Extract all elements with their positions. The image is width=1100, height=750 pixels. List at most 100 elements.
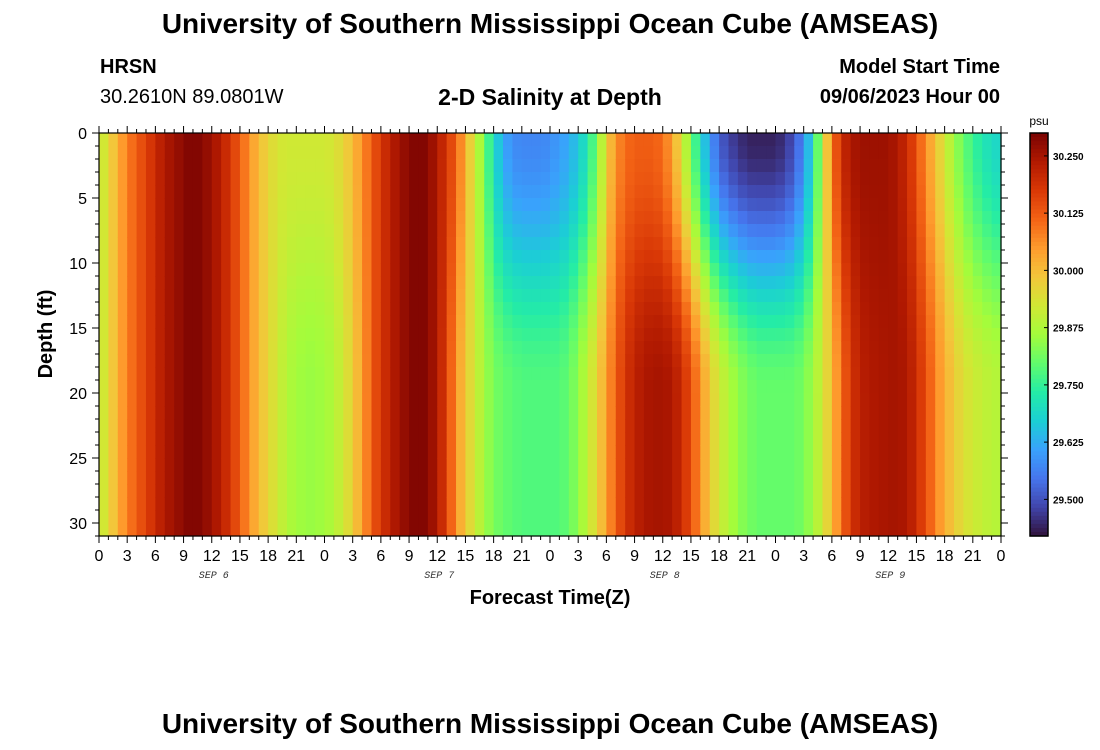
heatmap-cell bbox=[690, 302, 701, 316]
heatmap-cell bbox=[380, 211, 391, 225]
heatmap-cell bbox=[831, 523, 842, 537]
colorbar-segment bbox=[1030, 278, 1048, 283]
heatmap-cell bbox=[418, 146, 429, 160]
heatmap-cell bbox=[324, 341, 335, 355]
heatmap-cell bbox=[634, 289, 645, 303]
heatmap-cell bbox=[982, 276, 993, 290]
heatmap-cell bbox=[503, 159, 514, 173]
heatmap-cell bbox=[672, 315, 683, 329]
heatmap-cell bbox=[305, 367, 316, 381]
heatmap-cell bbox=[803, 172, 814, 186]
heatmap-cell bbox=[653, 315, 664, 329]
heatmap-cell bbox=[99, 484, 109, 498]
heatmap-cell bbox=[352, 172, 363, 186]
heatmap-cell bbox=[869, 432, 880, 446]
heatmap-cell bbox=[437, 510, 448, 524]
heatmap-cell bbox=[568, 432, 579, 446]
heatmap-cell bbox=[164, 523, 175, 537]
x-tick-label: 0 bbox=[771, 548, 780, 565]
heatmap-cell bbox=[634, 445, 645, 459]
heatmap-cell bbox=[418, 523, 429, 537]
heatmap-cell bbox=[437, 354, 448, 368]
heatmap-cell bbox=[427, 211, 438, 225]
heatmap-cell bbox=[258, 510, 269, 524]
heatmap-cell bbox=[427, 445, 438, 459]
heatmap-cell bbox=[540, 237, 551, 251]
heatmap-cell bbox=[305, 289, 316, 303]
heatmap-cell bbox=[803, 432, 814, 446]
heatmap-cell bbox=[286, 315, 297, 329]
x-tick-label: 6 bbox=[376, 548, 385, 565]
heatmap-cell bbox=[192, 328, 203, 342]
colorbar-segment bbox=[1030, 193, 1048, 199]
heatmap-cell bbox=[794, 380, 805, 394]
heatmap-cell bbox=[916, 523, 927, 537]
heatmap-cell bbox=[427, 146, 438, 160]
y-tick-label: 30 bbox=[69, 516, 87, 533]
heatmap-cell bbox=[634, 393, 645, 407]
heatmap-cell bbox=[531, 510, 542, 524]
heatmap-cell bbox=[982, 471, 993, 485]
heatmap-cell bbox=[860, 406, 871, 420]
heatmap-cell bbox=[211, 172, 222, 186]
heatmap-cell bbox=[399, 380, 410, 394]
heatmap-cell bbox=[559, 354, 570, 368]
heatmap-cell bbox=[258, 328, 269, 342]
heatmap-cell bbox=[174, 419, 185, 433]
heatmap-cell bbox=[794, 523, 805, 537]
heatmap-cell bbox=[249, 133, 260, 147]
heatmap-cell bbox=[409, 133, 420, 147]
heatmap-cell bbox=[709, 484, 720, 498]
heatmap-cell bbox=[493, 432, 504, 446]
heatmap-cell bbox=[615, 510, 626, 524]
heatmap-cell bbox=[728, 484, 739, 498]
heatmap-cell bbox=[991, 315, 1002, 329]
heatmap-cell bbox=[249, 497, 260, 511]
heatmap-cell bbox=[709, 406, 720, 420]
heatmap-cell bbox=[559, 419, 570, 433]
heatmap-cell bbox=[465, 172, 476, 186]
x-tick-label: 12 bbox=[879, 548, 897, 565]
heatmap-cell bbox=[625, 263, 636, 277]
heatmap-cell bbox=[982, 224, 993, 238]
heatmap-cell bbox=[775, 237, 786, 251]
heatmap-cell bbox=[108, 510, 119, 524]
heatmap-cell bbox=[662, 445, 673, 459]
heatmap-cell bbox=[925, 510, 936, 524]
heatmap-cell bbox=[108, 497, 119, 511]
heatmap-cell bbox=[305, 458, 316, 472]
heatmap-cell bbox=[456, 302, 467, 316]
heatmap-cell bbox=[878, 458, 889, 472]
heatmap-cell bbox=[202, 484, 213, 498]
heatmap-cell bbox=[277, 159, 288, 173]
heatmap-cell bbox=[991, 341, 1002, 355]
heatmap-cell bbox=[371, 185, 382, 199]
heatmap-cell bbox=[108, 185, 119, 199]
heatmap-cell bbox=[221, 211, 232, 225]
heatmap-cell bbox=[907, 211, 918, 225]
heatmap-cell bbox=[634, 523, 645, 537]
heatmap-cell bbox=[380, 354, 391, 368]
heatmap-cell bbox=[493, 159, 504, 173]
heatmap-cell bbox=[305, 263, 316, 277]
heatmap-cell bbox=[972, 328, 983, 342]
heatmap-cell bbox=[690, 159, 701, 173]
heatmap-cell bbox=[418, 393, 429, 407]
heatmap-cell bbox=[841, 432, 852, 446]
heatmap-cell bbox=[860, 354, 871, 368]
heatmap-cell bbox=[493, 471, 504, 485]
heatmap-cell bbox=[531, 159, 542, 173]
heatmap-cell bbox=[860, 276, 871, 290]
heatmap-cell bbox=[268, 263, 279, 277]
heatmap-cell bbox=[268, 471, 279, 485]
heatmap-cell bbox=[127, 445, 138, 459]
heatmap-cell bbox=[362, 315, 373, 329]
heatmap-cell bbox=[117, 224, 128, 238]
heatmap-cell bbox=[164, 367, 175, 381]
heatmap-cell bbox=[606, 354, 617, 368]
heatmap-cell bbox=[202, 133, 213, 147]
heatmap-cell bbox=[164, 341, 175, 355]
heatmap-cell bbox=[230, 445, 241, 459]
heatmap-cell bbox=[700, 432, 711, 446]
heatmap-cell bbox=[465, 198, 476, 212]
